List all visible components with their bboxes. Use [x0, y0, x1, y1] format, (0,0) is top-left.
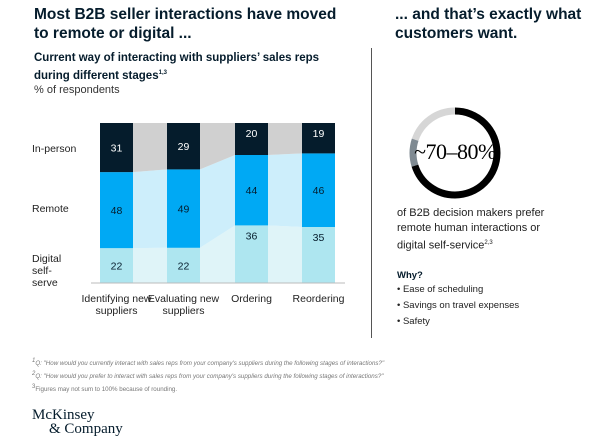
ribbon-in-person — [133, 123, 167, 173]
stat-ring — [409, 107, 501, 199]
data-label: 48 — [111, 205, 123, 217]
mckinsey-logo: McKinsey & Company — [32, 407, 123, 437]
bar-segment-remote — [167, 169, 200, 248]
stat-description-text: of B2B decision makers prefer remote hum… — [397, 207, 545, 252]
bar-segment-digital-self-serve — [100, 248, 133, 283]
chart-subtitle-text: Current way of interacting with supplier… — [34, 52, 320, 82]
bar-segment-in-person — [235, 123, 268, 155]
chart-subtitle: Current way of interacting with supplier… — [34, 51, 334, 84]
stat-description-sup: 2,3 — [484, 240, 493, 246]
footnote-2: 2Q: "How would you prefer to interact wi… — [32, 369, 572, 382]
why-title: Why? — [397, 270, 423, 281]
why-item: • Ease of scheduling — [397, 284, 484, 295]
x-tick-label: Ordering — [231, 293, 272, 305]
x-tick-label: Identifying new suppliers — [81, 293, 152, 317]
footnote-mark: 3 — [32, 384, 36, 391]
ribbon-digital-self-serve — [133, 247, 167, 283]
ribbon-remote — [200, 155, 235, 248]
data-label: 35 — [313, 232, 325, 244]
footnote-mark: 2 — [32, 371, 36, 378]
bar-segment-digital-self-serve — [302, 227, 335, 283]
bar-segment-digital-self-serve — [167, 247, 200, 283]
ring-main-arc — [409, 107, 501, 199]
why-list: • Ease of scheduling • Savings on travel… — [397, 282, 519, 330]
data-label: 49 — [178, 204, 190, 216]
ribbon-remote — [133, 169, 167, 249]
ribbon-in-person — [268, 123, 302, 155]
why-item-text: Ease of scheduling — [402, 284, 484, 295]
bar-segment-digital-self-serve — [235, 225, 268, 283]
data-label: 46 — [313, 185, 325, 197]
x-tick-label: Evaluating new suppliers — [147, 293, 220, 317]
footnote-text: Figures may not sum to 100% because of r… — [35, 386, 178, 394]
row-label-digital: Digital self-serve — [32, 253, 62, 289]
logo-line-1: McKinsey — [32, 407, 95, 423]
data-label: 22 — [111, 261, 123, 273]
bar-segment-remote — [235, 155, 268, 226]
bar-segment-remote — [100, 172, 133, 249]
stat-value: ~70–80% — [414, 139, 496, 164]
logo-line-2: & Company — [49, 421, 123, 437]
data-label: 20 — [246, 128, 258, 140]
data-label: 19 — [313, 128, 325, 140]
ribbon-digital-self-serve — [200, 225, 235, 283]
ribbon-digital-self-serve — [268, 225, 302, 283]
data-label: 36 — [246, 230, 258, 242]
bar-segment-in-person — [167, 123, 200, 170]
ribbon-in-person — [200, 123, 235, 170]
chart-subtitle-sup: 1,3 — [158, 70, 167, 76]
ring-range-arc — [409, 107, 501, 199]
footnotes: 1Q: "How would you currently interact wi… — [32, 356, 572, 395]
bar-segment-remote — [302, 153, 335, 227]
stacked-bar-chart: 22 22 36 35 48 49 44 46 31 29 20 19 — [91, 123, 345, 284]
stat-description: of B2B decision makers prefer remote hum… — [397, 206, 567, 254]
data-label: 29 — [178, 141, 190, 153]
x-tick-label: Reordering — [292, 293, 345, 305]
data-label: 31 — [111, 143, 123, 155]
footnote-1: 1Q: "How would you currently interact wi… — [32, 356, 572, 369]
why-item-text: Safety — [402, 316, 430, 327]
data-label: 22 — [178, 260, 190, 272]
right-heading: ... and that’s exactly what customers wa… — [395, 6, 582, 42]
footnote-3: 3Figures may not sum to 100% because of … — [32, 382, 572, 395]
why-item: • Savings on travel expenses — [397, 300, 520, 311]
ribbon-remote — [268, 153, 302, 227]
footnote-text: Q: "How would you prefer to interact wit… — [35, 373, 384, 381]
left-heading: Most B2B seller interactions have moved … — [34, 6, 337, 42]
footnote-mark: 1 — [32, 358, 36, 364]
footnote-text: Q: "How would you currently interact wit… — [35, 360, 385, 368]
bar-segment-in-person — [100, 123, 133, 173]
row-label-in-person: In-person — [32, 143, 77, 155]
bar-segment-in-person — [302, 123, 335, 154]
divider — [371, 48, 372, 338]
data-label: 44 — [246, 185, 258, 197]
row-label-remote: Remote — [32, 203, 69, 215]
chart-unit: % of respondents — [34, 84, 120, 96]
why-item: • Safety — [397, 316, 430, 327]
why-item-text: Savings on travel expenses — [402, 300, 520, 311]
